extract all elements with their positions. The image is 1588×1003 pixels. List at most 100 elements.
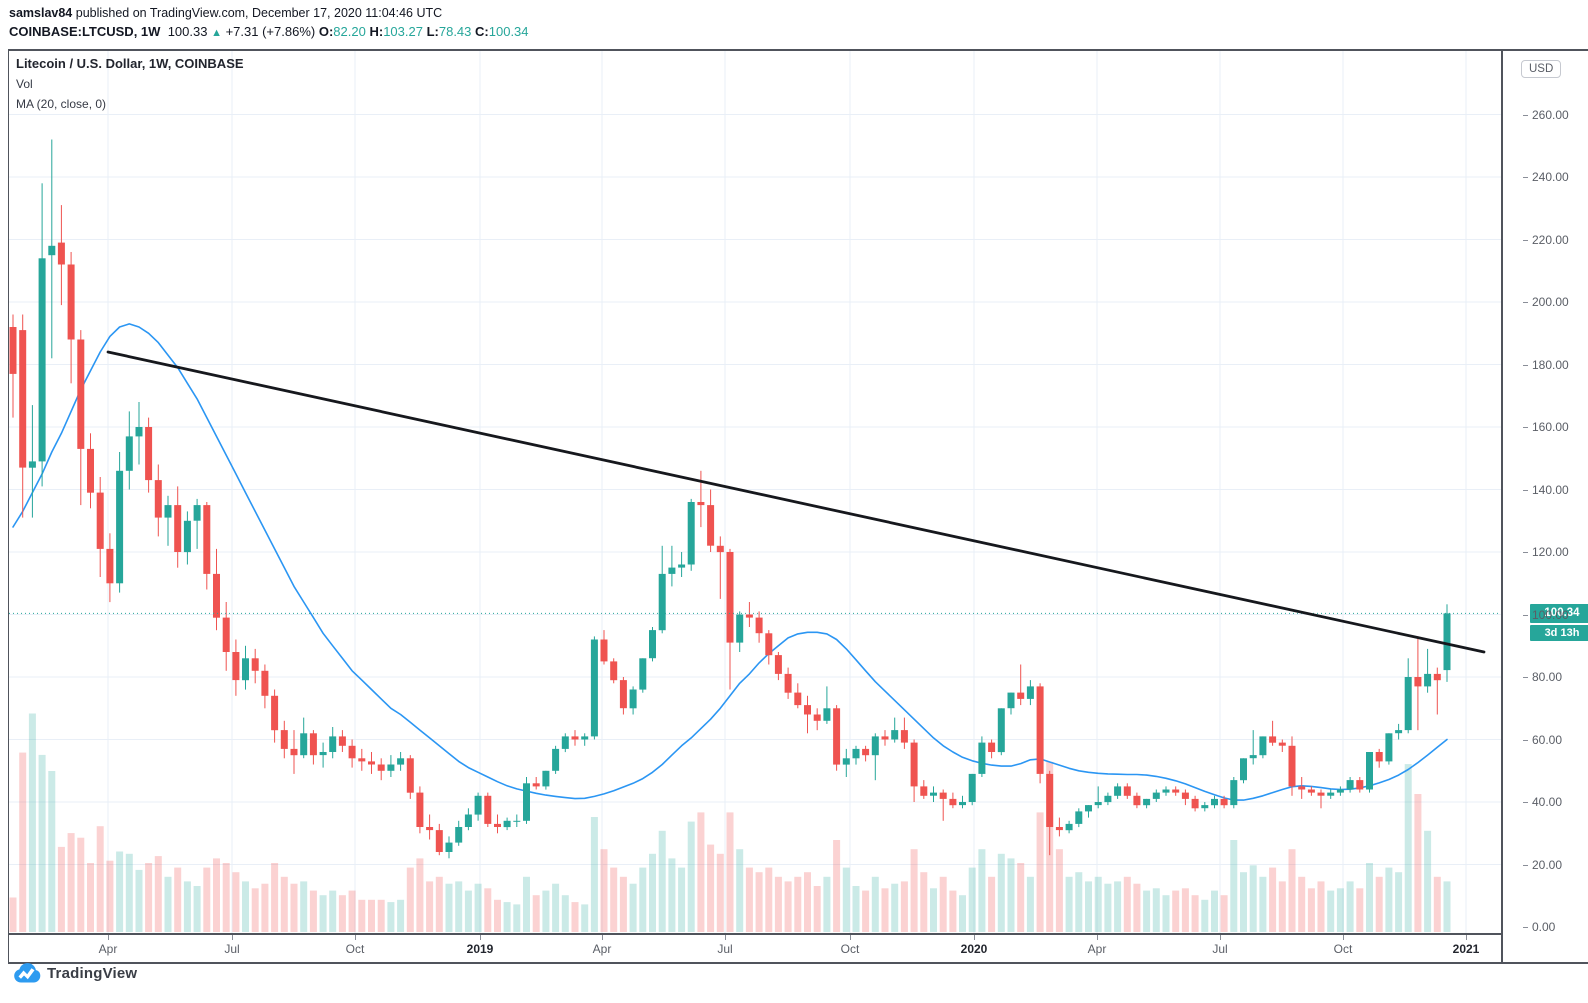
candle — [571, 730, 579, 746]
volume-bar — [513, 904, 521, 932]
volume-bar — [1288, 849, 1296, 932]
volume-bar — [300, 881, 308, 932]
volume-bar — [1104, 883, 1112, 932]
candle — [513, 814, 521, 827]
candle — [28, 405, 36, 518]
price-tick-mark — [1523, 114, 1528, 116]
time-tick-label: Oct — [840, 942, 860, 956]
candle — [755, 611, 763, 643]
volume-bar — [774, 876, 782, 932]
high-value: 103.27 — [383, 24, 423, 39]
candle — [116, 452, 124, 593]
candle — [1230, 777, 1238, 809]
candle — [280, 720, 288, 759]
volume-bar — [503, 902, 511, 932]
volume-bar — [358, 899, 366, 932]
price-tick-label: 180.00 — [1532, 357, 1569, 372]
volume-bar — [19, 752, 27, 932]
volume-bar — [1298, 876, 1306, 932]
volume-series — [9, 713, 1451, 932]
volume-bar — [96, 826, 104, 932]
volume-bar — [697, 812, 705, 932]
volume-bar — [406, 867, 414, 932]
candle — [329, 727, 337, 759]
volume-bar — [261, 883, 269, 932]
chart-pane[interactable]: Litecoin / U.S. Dollar, 1W, COINBASE Vol… — [9, 51, 1501, 933]
volume-bar — [988, 876, 996, 932]
candle — [251, 648, 259, 684]
candle — [87, 433, 94, 509]
candle — [697, 470, 705, 528]
price-axis[interactable]: USD 100.34 3d 13h 260.00 240.00 220.00 200.… — [1503, 51, 1588, 934]
volume-bar — [1404, 764, 1412, 932]
candle — [639, 658, 647, 693]
candle — [494, 814, 501, 834]
ma20-line[interactable] — [12, 323, 1448, 801]
candle — [1007, 692, 1015, 715]
candle — [920, 780, 928, 799]
volume-bar — [949, 890, 957, 932]
candle — [1395, 723, 1403, 740]
time-tick-mark — [232, 935, 233, 940]
candle — [988, 739, 996, 759]
volume-bar — [348, 890, 356, 932]
volume-bar — [939, 876, 947, 932]
volume-bar — [571, 902, 579, 932]
trendline-drawing[interactable] — [106, 350, 1486, 654]
volume-bar — [203, 867, 211, 932]
chart-frame: Litecoin / U.S. Dollar, 1W, COINBASE Vol… — [8, 49, 1588, 964]
candle — [435, 823, 443, 856]
candle — [1123, 783, 1131, 799]
price-tick-label: 200.00 — [1532, 295, 1569, 309]
volume-bar — [145, 863, 153, 932]
time-tick-label: Jul — [1212, 942, 1228, 956]
candle — [1240, 758, 1247, 784]
time-axis[interactable]: Apr Jul Oct 2019 Apr Jul Oct 2020 Apr Jul Oct 2021 — [9, 935, 1501, 962]
candle — [1143, 798, 1151, 809]
candle — [416, 786, 424, 834]
candle — [1385, 733, 1393, 765]
candlestick-plot[interactable] — [9, 51, 1501, 933]
candle — [48, 139, 56, 359]
tradingview-logo[interactable]: TradingView — [13, 962, 137, 984]
candle — [523, 777, 530, 824]
up-arrow-icon: ▲ — [211, 27, 222, 39]
candle — [687, 498, 695, 571]
currency-badge[interactable]: USD — [1521, 60, 1562, 78]
candle — [106, 533, 114, 603]
candle — [871, 733, 879, 781]
candle — [765, 630, 773, 665]
candle — [19, 314, 27, 518]
candle — [154, 464, 162, 537]
candle — [183, 511, 191, 565]
volume-bar — [125, 853, 133, 932]
candle — [813, 708, 821, 731]
time-tick-mark — [974, 935, 975, 940]
volume-bar — [154, 856, 162, 932]
volume-bar — [1230, 840, 1238, 932]
volume-bar — [910, 849, 918, 932]
volume-bar — [67, 833, 75, 932]
volume-bar — [658, 830, 666, 932]
candle — [678, 552, 686, 577]
volume-bar — [1211, 890, 1218, 932]
candle — [1017, 664, 1025, 706]
volume-bar — [1259, 876, 1267, 932]
candle — [1375, 748, 1383, 768]
candle — [561, 733, 569, 753]
time-tick-label: Apr — [592, 942, 612, 956]
volume-bar — [1385, 867, 1393, 932]
volume-bar — [309, 890, 317, 932]
candle — [1026, 680, 1034, 706]
volume-bar — [1055, 849, 1063, 932]
volume-bar — [1114, 881, 1122, 932]
volume-bar — [338, 895, 346, 932]
candle — [600, 630, 608, 665]
candle — [1414, 636, 1422, 731]
volume-bar — [1007, 858, 1015, 932]
candle — [242, 645, 249, 690]
volume-bar — [387, 902, 395, 932]
volume-bar — [280, 876, 288, 932]
volume-bar — [290, 883, 298, 932]
price-tick-label: 240.00 — [1532, 170, 1569, 184]
